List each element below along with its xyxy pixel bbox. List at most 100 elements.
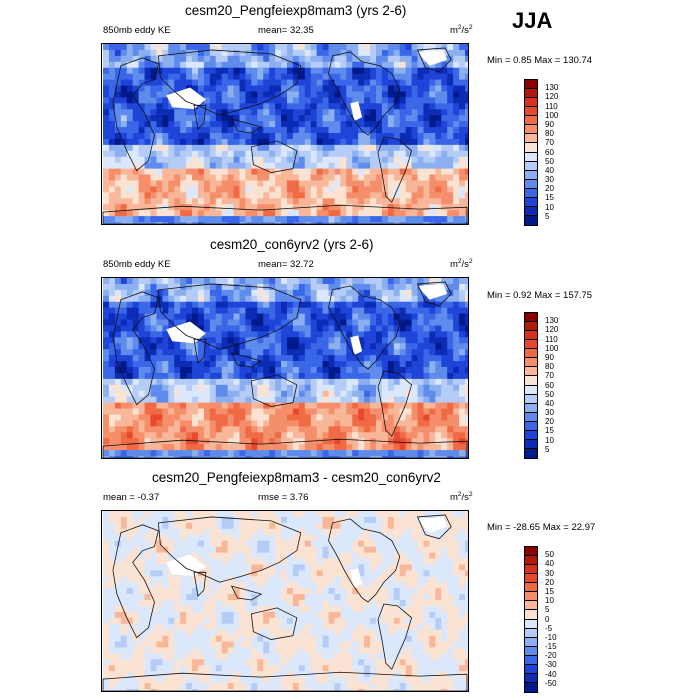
colorbar-tick-label: -15 xyxy=(545,642,557,652)
colorbar-swatch xyxy=(525,80,537,90)
panel3-unit: m2/s2 xyxy=(450,491,473,504)
colorbar-swatch xyxy=(525,215,537,225)
colorbar-swatch xyxy=(525,565,537,575)
map-canvas xyxy=(102,278,468,458)
colorbar-swatch xyxy=(525,340,537,350)
colorbar-tick-label: 100 xyxy=(545,110,559,120)
colorbar-tick-label: 70 xyxy=(545,371,554,381)
panel2-left-label: 850mb eddy KE xyxy=(103,259,171,270)
coastline xyxy=(112,291,159,406)
colorbar-swatch xyxy=(525,331,537,341)
colorbar-swatch xyxy=(525,637,537,647)
colorbar-tick-label: 5 xyxy=(545,444,550,454)
coastline xyxy=(250,374,298,407)
colorbar-tick-label: 90 xyxy=(545,352,554,362)
panel2-title: cesm20_con6yrv2 (yrs 2-6) xyxy=(210,237,374,252)
colorbar-tick-label: 0 xyxy=(545,614,550,624)
colorbar-swatch xyxy=(525,152,537,162)
coastline xyxy=(102,438,468,458)
colorbar-tick-label: -10 xyxy=(545,632,557,642)
colorbar-tick-label: 30 xyxy=(545,568,554,578)
colorbar-tick-label: 15 xyxy=(545,193,554,203)
colorbar-swatch xyxy=(525,125,537,135)
colorbar-tick-label: -5 xyxy=(545,623,553,633)
coastline xyxy=(112,524,159,639)
colorbar-swatch xyxy=(525,394,537,404)
coastline xyxy=(157,49,302,116)
coastline xyxy=(230,352,263,368)
coastline xyxy=(416,514,452,540)
colorbar-tick-label: -20 xyxy=(545,651,557,661)
colorbar-tick-label: -30 xyxy=(545,660,557,670)
panel2-colorbar xyxy=(524,312,538,459)
colorbar-swatch xyxy=(525,655,537,665)
colorbar-tick-label: 120 xyxy=(545,325,559,335)
colorbar-swatch xyxy=(525,179,537,189)
colorbar-tick-label: 10 xyxy=(545,596,554,606)
colorbar-swatch xyxy=(525,547,537,557)
colorbar-swatch xyxy=(525,143,537,153)
colorbar-swatch xyxy=(525,197,537,207)
coastline xyxy=(416,47,452,73)
colorbar-swatch xyxy=(525,601,537,611)
colorbar-swatch xyxy=(525,170,537,180)
panel3-colorbar xyxy=(524,546,538,693)
colorbar-swatch xyxy=(525,574,537,584)
colorbar-tick-label: -50 xyxy=(545,678,557,688)
colorbar-swatch xyxy=(525,376,537,386)
colorbar-swatch xyxy=(525,313,537,323)
colorbar-tick-label: 20 xyxy=(545,417,554,427)
colorbar-tick-label: 110 xyxy=(545,101,558,111)
colorbar-swatch xyxy=(525,98,537,108)
colorbar-tick-label: 20 xyxy=(545,184,554,194)
colorbar-tick-label: 40 xyxy=(545,165,554,175)
colorbar-swatch xyxy=(525,610,537,620)
coastline xyxy=(250,140,298,173)
coastline xyxy=(250,607,298,640)
coastline xyxy=(193,571,207,597)
colorbar-tick-label: 80 xyxy=(545,362,554,372)
colorbar-swatch xyxy=(525,430,537,440)
coastline xyxy=(193,338,207,364)
colorbar-swatch xyxy=(525,673,537,683)
colorbar-tick-label: 5 xyxy=(545,211,550,221)
panel2-map xyxy=(101,277,469,459)
colorbar-tick-label: 15 xyxy=(545,426,554,436)
map-canvas xyxy=(102,511,468,691)
coastline xyxy=(377,603,413,670)
coastline xyxy=(102,671,468,691)
colorbar-tick-label: 30 xyxy=(545,175,554,185)
colorbar-tick-label: 10 xyxy=(545,435,554,445)
panel1-map xyxy=(101,43,469,225)
panel1-minmax: Min = 0.85 Max = 130.74 xyxy=(487,55,593,66)
colorbar-swatch xyxy=(525,421,537,431)
colorbar-tick-label: 120 xyxy=(545,92,559,102)
coastline xyxy=(112,57,159,172)
colorbar-tick-label: -40 xyxy=(545,669,557,679)
coastline xyxy=(230,585,263,601)
colorbar-tick-label: 100 xyxy=(545,343,559,353)
colorbar-swatch xyxy=(525,322,537,332)
panel2-minmax: Min = 0.92 Max = 157.75 xyxy=(487,290,593,301)
colorbar-tick-label: 50 xyxy=(545,550,554,560)
colorbar-tick-label: 5 xyxy=(545,605,550,615)
colorbar-tick-label: 40 xyxy=(545,559,554,569)
colorbar-tick-label: 10 xyxy=(545,202,554,212)
colorbar-swatch xyxy=(525,349,537,359)
colorbar-tick-label: 70 xyxy=(545,138,554,148)
panel1-center-label: mean= 32.35 xyxy=(258,25,314,36)
coastline xyxy=(157,283,302,350)
panel1-title: cesm20_Pengfeiexp8mam3 (yrs 2-6) xyxy=(185,3,407,18)
colorbar-tick-label: 50 xyxy=(545,389,554,399)
coastline xyxy=(230,118,263,134)
colorbar-tick-label: 130 xyxy=(545,316,559,326)
panel3-title: cesm20_Pengfeiexp8mam3 - cesm20_con6yrv2 xyxy=(152,470,441,485)
coastline xyxy=(416,281,452,307)
colorbar-swatch xyxy=(525,107,537,117)
panel3-left-label: mean = -0.37 xyxy=(103,492,160,503)
season-label: JJA xyxy=(512,8,553,33)
colorbar-tick-label: 30 xyxy=(545,408,554,418)
panel3-minmax: Min = -28.65 Max = 22.97 xyxy=(487,522,596,533)
coastline xyxy=(157,516,302,583)
colorbar-swatch xyxy=(525,439,537,449)
